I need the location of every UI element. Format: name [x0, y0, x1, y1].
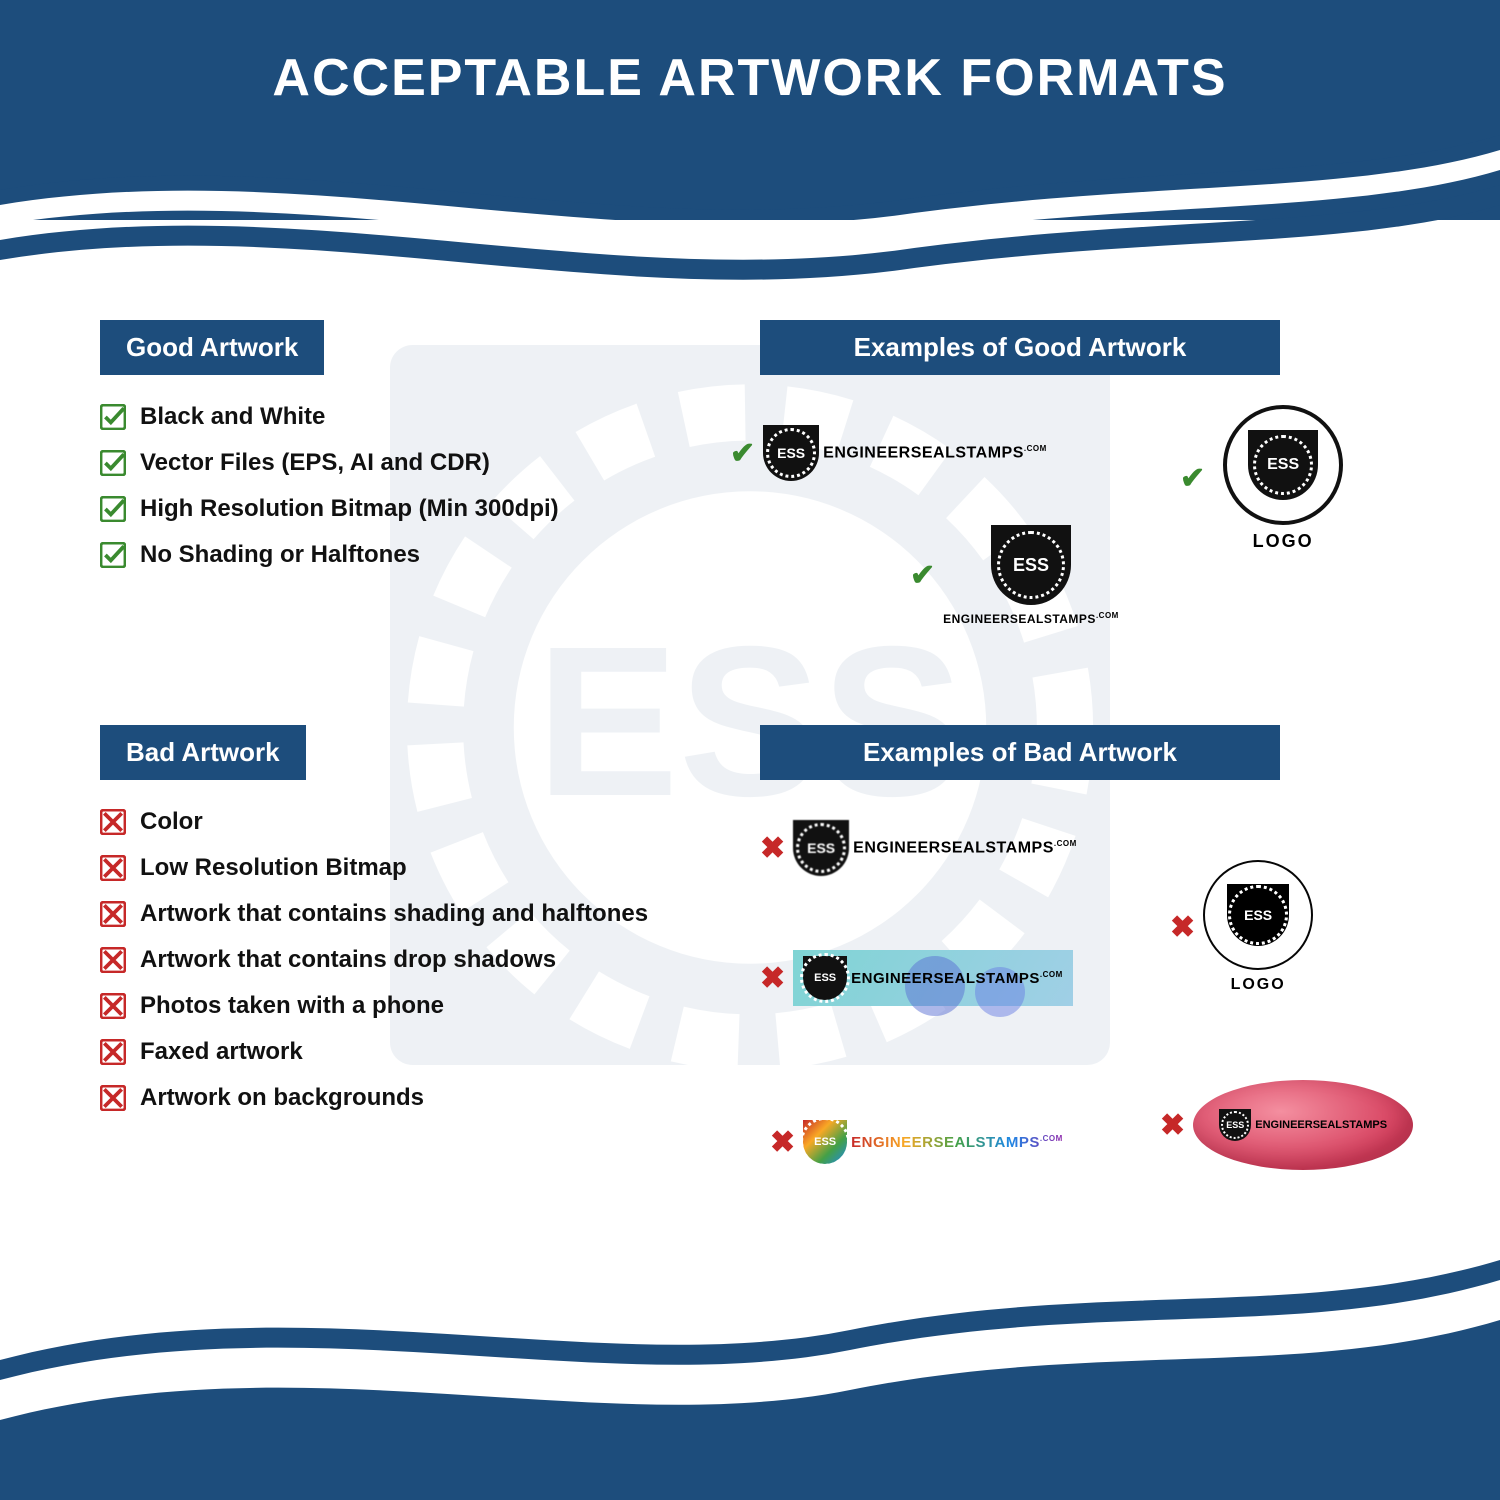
- ess-circle-logo-thin: ESS: [1203, 860, 1313, 970]
- bad-item-text: Photos taken with a phone: [140, 992, 444, 1020]
- check-icon: [100, 404, 126, 430]
- good-example-circle-logo: ✔ ESS LOGO: [1180, 405, 1343, 552]
- check-icon: [100, 450, 126, 476]
- bottom-swoosh-decoration: [0, 1240, 1500, 1500]
- bad-examples-area: ✖ ESS ENGINEERSEALSTAMPS.COM ✖ ESS ENGIN…: [760, 800, 1400, 1240]
- bad-item-text: Color: [140, 808, 203, 836]
- bad-example-color-logo: ✖ ESS ENGINEERSEALSTAMPS.COM: [770, 1120, 1063, 1164]
- bad-artwork-label: Bad Artwork: [100, 725, 306, 780]
- ess-brand-text: ENGINEERSEALSTAMPS.COM: [943, 611, 1119, 626]
- cross-icon: ✖: [770, 1125, 795, 1160]
- bad-item: Color: [100, 808, 720, 836]
- page-title: ACCEPTABLE ARTWORK FORMATS: [0, 0, 1500, 108]
- ess-brand-text: ENGINEERSEALSTAMPS.COM: [853, 839, 1077, 857]
- cross-icon: [100, 855, 126, 881]
- cross-icon: ✖: [1160, 1108, 1185, 1143]
- cross-icon: ✖: [1170, 910, 1195, 945]
- logo-caption: LOGO: [1253, 531, 1314, 552]
- cross-icon: [100, 993, 126, 1019]
- good-item-text: No Shading or Halftones: [140, 541, 420, 569]
- ess-badge-icon: ESS: [763, 425, 819, 481]
- good-item-text: Black and White: [140, 403, 325, 431]
- ess-logo-on-background: ESS ENGINEERSEALSTAMPS.COM: [793, 950, 1073, 1006]
- ess-brand-text: ENGINEERSEALSTAMPS: [1255, 1119, 1387, 1131]
- bad-item-text: Artwork that contains drop shadows: [140, 946, 556, 974]
- cross-icon: [100, 1085, 126, 1111]
- ess-brand-text: ENGINEERSEALSTAMPS.COM: [823, 444, 1047, 462]
- bad-artwork-list: Color Low Resolution Bitmap Artwork that…: [100, 808, 720, 1112]
- check-icon: [100, 496, 126, 522]
- ess-logo-shaded-oval: ESS ENGINEERSEALSTAMPS: [1193, 1080, 1413, 1170]
- bad-right-column: Examples of Bad Artwork ✖ ESS ENGINEERSE…: [760, 725, 1400, 1240]
- good-item-text: High Resolution Bitmap (Min 300dpi): [140, 495, 559, 523]
- content-area: Good Artwork Black and White Vector File…: [100, 320, 1400, 1240]
- bad-example-lowres-logo: ✖ ESS ENGINEERSEALSTAMPS.COM: [760, 820, 1077, 876]
- ess-brand-text: ENGINEERSEALSTAMPS.COM: [851, 970, 1063, 987]
- ess-stacked-logo: ESS ENGINEERSEALSTAMPS.COM: [943, 525, 1119, 626]
- bad-item-text: Low Resolution Bitmap: [140, 854, 407, 882]
- ess-horizontal-logo-rainbow: ESS ENGINEERSEALSTAMPS.COM: [803, 1120, 1063, 1164]
- bad-item: Artwork that contains drop shadows: [100, 946, 720, 974]
- check-icon: ✔: [1180, 461, 1205, 496]
- good-examples-label: Examples of Good Artwork: [760, 320, 1280, 375]
- cross-icon: [100, 1039, 126, 1065]
- good-section-row: Good Artwork Black and White Vector File…: [100, 320, 1400, 675]
- good-item-text: Vector Files (EPS, AI and CDR): [140, 449, 490, 477]
- bad-item-text: Artwork that contains shading and halfto…: [140, 900, 648, 928]
- bad-item: Photos taken with a phone: [100, 992, 720, 1020]
- logo-caption: LOGO: [1231, 976, 1286, 994]
- ess-badge-icon: ESS: [793, 820, 849, 876]
- good-right-column: Examples of Good Artwork ✔ ESS ENGINEERS…: [760, 320, 1400, 675]
- good-item: Vector Files (EPS, AI and CDR): [100, 449, 720, 477]
- bad-item: Artwork that contains shading and halfto…: [100, 900, 720, 928]
- check-icon: ✔: [910, 558, 935, 593]
- ess-badge-icon: ESS: [1219, 1109, 1251, 1141]
- ess-horizontal-logo: ESS ENGINEERSEALSTAMPS.COM: [763, 425, 1047, 481]
- bad-item-text: Faxed artwork: [140, 1038, 303, 1066]
- bad-item: Artwork on backgrounds: [100, 1084, 720, 1112]
- ess-badge-icon: ESS: [803, 1120, 847, 1164]
- ess-horizontal-logo-lowres: ESS ENGINEERSEALSTAMPS.COM: [793, 820, 1077, 876]
- good-artwork-label: Good Artwork: [100, 320, 324, 375]
- good-example-horizontal-logo: ✔ ESS ENGINEERSEALSTAMPS.COM: [730, 425, 1047, 481]
- ess-badge-icon: ESS: [991, 525, 1071, 605]
- good-item: No Shading or Halftones: [100, 541, 720, 569]
- ess-brand-text: ENGINEERSEALSTAMPS.COM: [851, 1134, 1063, 1151]
- good-item: Black and White: [100, 403, 720, 431]
- cross-icon: [100, 947, 126, 973]
- bad-item-text: Artwork on backgrounds: [140, 1084, 424, 1112]
- bad-example-background-logo: ✖ ESS ENGINEERSEALSTAMPS.COM: [760, 950, 1073, 1006]
- bad-example-circle-logo: ✖ ESS LOGO: [1170, 860, 1313, 994]
- good-left-column: Good Artwork Black and White Vector File…: [100, 320, 720, 587]
- cross-icon: ✖: [760, 831, 785, 866]
- bad-item: Low Resolution Bitmap: [100, 854, 720, 882]
- good-item: High Resolution Bitmap (Min 300dpi): [100, 495, 720, 523]
- ess-circle-logo: ESS: [1223, 405, 1343, 525]
- bad-examples-label: Examples of Bad Artwork: [760, 725, 1280, 780]
- check-icon: ✔: [730, 436, 755, 471]
- header-band: ACCEPTABLE ARTWORK FORMATS: [0, 0, 1500, 220]
- cross-icon: ✖: [760, 961, 785, 996]
- bad-left-column: Bad Artwork Color Low Resolution Bitmap …: [100, 725, 720, 1130]
- cross-icon: [100, 809, 126, 835]
- bad-item: Faxed artwork: [100, 1038, 720, 1066]
- ess-badge-icon: ESS: [803, 956, 847, 1000]
- check-icon: [100, 542, 126, 568]
- bad-example-oval-logo: ✖ ESS ENGINEERSEALSTAMPS: [1160, 1080, 1413, 1170]
- good-example-stacked-logo: ✔ ESS ENGINEERSEALSTAMPS.COM: [910, 525, 1119, 626]
- ess-badge-icon: ESS: [1227, 884, 1289, 946]
- cross-icon: [100, 901, 126, 927]
- ess-badge-icon: ESS: [1248, 430, 1318, 500]
- bad-section-row: Bad Artwork Color Low Resolution Bitmap …: [100, 725, 1400, 1240]
- good-examples-area: ✔ ESS ENGINEERSEALSTAMPS.COM ✔ ESS ENGIN…: [760, 395, 1400, 675]
- good-artwork-list: Black and White Vector Files (EPS, AI an…: [100, 403, 720, 569]
